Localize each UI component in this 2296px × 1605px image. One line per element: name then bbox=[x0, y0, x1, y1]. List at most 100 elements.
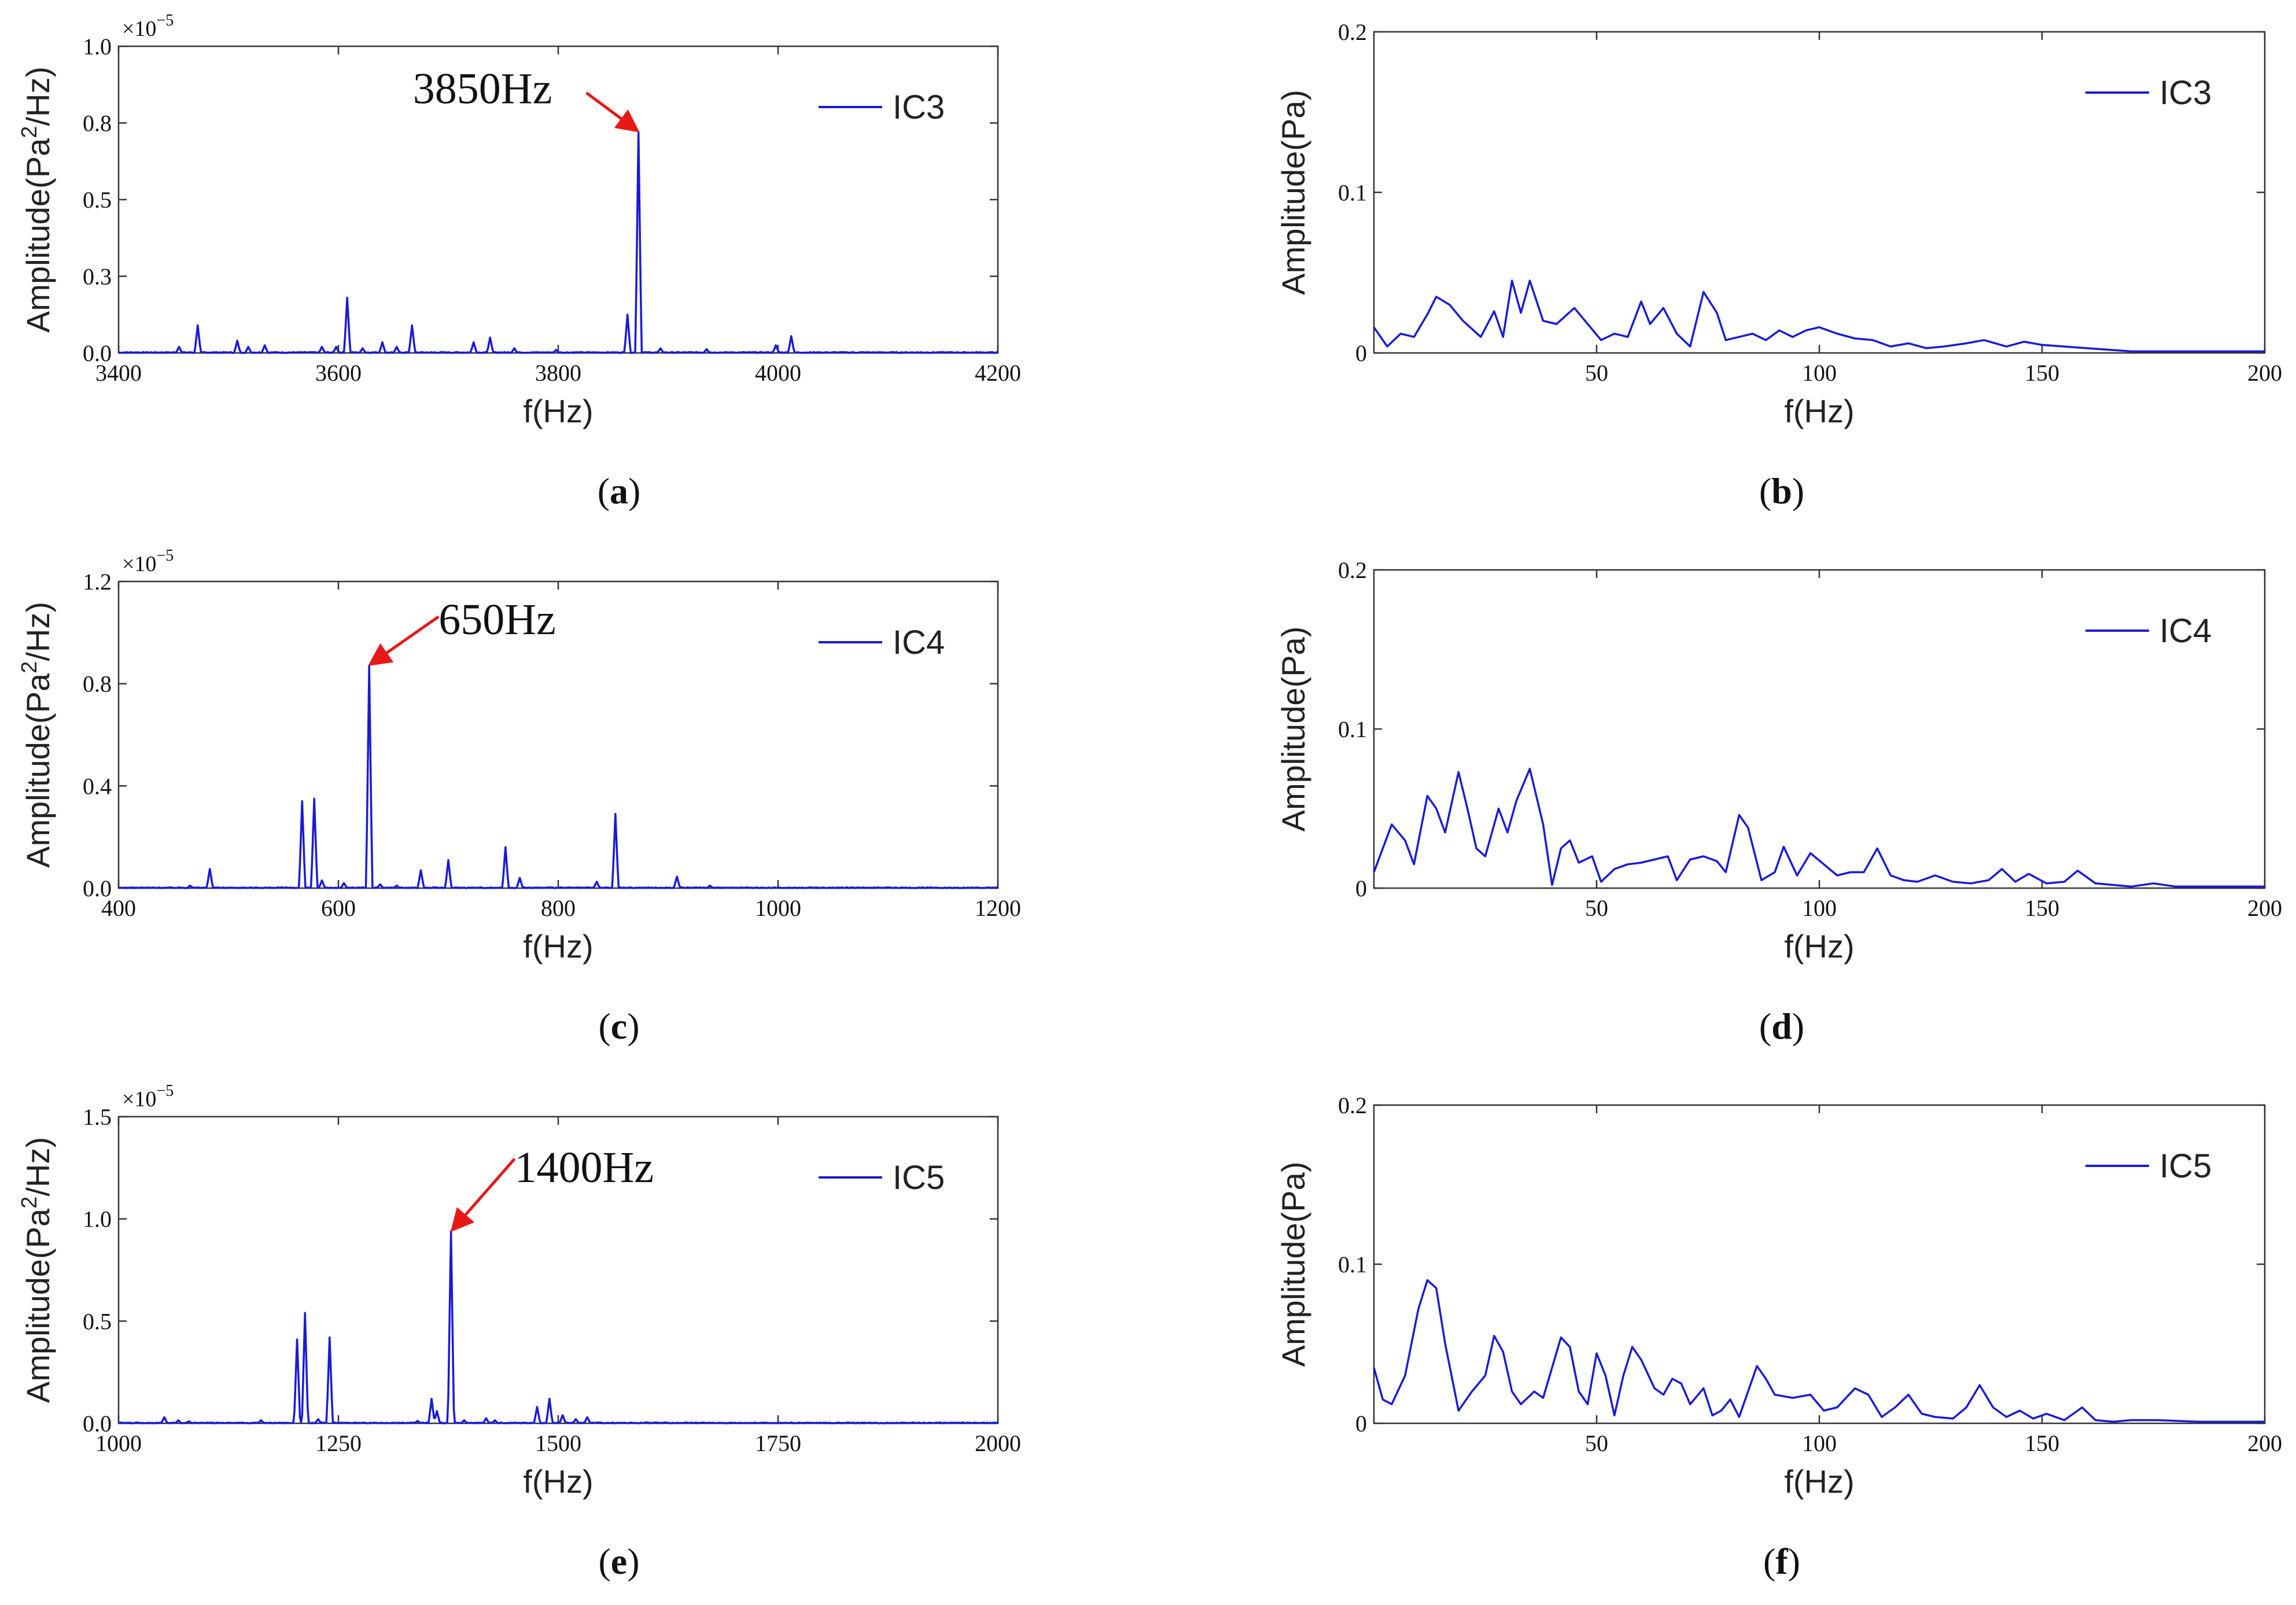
x-tick-label: 1250 bbox=[315, 1430, 362, 1456]
y-axis-label-part: Amplitude(Pa bbox=[20, 138, 56, 333]
x-tick-label: 2000 bbox=[975, 1430, 1021, 1456]
y-axis-label-part: /Hz) bbox=[20, 602, 56, 661]
peak-annotation-arrow bbox=[368, 615, 440, 667]
y-tick-label: 0.2 bbox=[1338, 557, 1367, 583]
y-axis-label-part: Amplitude(Pa) bbox=[1275, 90, 1311, 295]
x-tick-label: 3800 bbox=[535, 360, 581, 386]
panel-label-close: ) bbox=[1792, 470, 1804, 511]
panel-label-letter: b bbox=[1771, 470, 1792, 511]
panel-c: 400 600 800 1000 1200 0.0 0.4 0.8 1.2 ×10−5 f(Hz) A… bbox=[17, 547, 1021, 1047]
series-line-ic4 bbox=[118, 665, 998, 889]
y-tick-label: 0.0 bbox=[83, 340, 112, 366]
legend-label: IC3 bbox=[893, 89, 945, 126]
panel-label-letter: a bbox=[610, 470, 628, 511]
y-tick-label: 0.0 bbox=[83, 875, 112, 901]
x-tick-label: 100 bbox=[1802, 360, 1837, 386]
panel-label-open: ( bbox=[1759, 470, 1771, 511]
y-tick-label: 0.1 bbox=[1338, 180, 1367, 206]
y-tick-label: 0.5 bbox=[83, 187, 112, 213]
scale-note-base: ×10 bbox=[122, 552, 156, 576]
legend-label: IC4 bbox=[893, 624, 945, 661]
y-tick-label: 0.1 bbox=[1338, 716, 1367, 742]
panel-label-open: ( bbox=[1763, 1541, 1775, 1582]
plot-frame bbox=[1373, 569, 2266, 889]
x-axis-label: f(Hz) bbox=[1784, 1463, 1854, 1500]
y-axis-label-part: /Hz) bbox=[20, 67, 56, 126]
y-tick-label: 0.3 bbox=[83, 264, 112, 290]
panel-label: (c) bbox=[598, 1006, 639, 1047]
legend-label: IC3 bbox=[2159, 74, 2212, 112]
x-tick-label: 150 bbox=[2025, 1430, 2059, 1456]
axis-scale-note: ×10−5 bbox=[122, 12, 174, 41]
panel-label: (f) bbox=[1763, 1541, 1800, 1582]
x-tick-label: 800 bbox=[541, 895, 576, 921]
x-tick-label: 3600 bbox=[315, 360, 362, 386]
y-axis-label: Amplitude(Pa2/Hz) bbox=[17, 67, 56, 333]
series-line-ic3 bbox=[118, 131, 998, 354]
x-tick-label: 200 bbox=[2247, 895, 2282, 921]
panel-label-close: ) bbox=[628, 470, 640, 511]
y-tick-label: 0.8 bbox=[83, 671, 112, 697]
y-axis-label-part: 2 bbox=[17, 661, 42, 673]
x-axis-label: f(Hz) bbox=[523, 393, 593, 429]
panel-label-open: ( bbox=[1759, 1006, 1771, 1047]
axis-scale-note: ×10−5 bbox=[122, 547, 174, 576]
y-axis-label: Amplitude(Pa2/Hz) bbox=[17, 1137, 56, 1403]
axis-scale-note: ×10−5 bbox=[122, 1082, 174, 1111]
panel-label: (b) bbox=[1759, 470, 1804, 511]
x-axis-label: f(Hz) bbox=[523, 928, 593, 965]
plot-frame bbox=[117, 580, 999, 889]
panel-label: (a) bbox=[598, 470, 641, 511]
y-axis-label: Amplitude(Pa) bbox=[1275, 1162, 1311, 1367]
x-tick-label: 4000 bbox=[755, 360, 801, 386]
peak-annotation-label: 1400Hz bbox=[515, 1143, 654, 1192]
panel-label-close: ) bbox=[1792, 1006, 1804, 1047]
series-line-ic5 bbox=[1373, 1279, 2265, 1423]
peak-annotation-arrow bbox=[585, 91, 640, 132]
x-tick-label: 150 bbox=[2025, 360, 2059, 386]
x-axis-label: f(Hz) bbox=[1784, 393, 1854, 429]
panel-label-letter: d bbox=[1771, 1006, 1792, 1047]
y-tick-label: 0.4 bbox=[83, 773, 112, 799]
y-tick-label: 1.2 bbox=[83, 569, 112, 595]
y-axis-label-part: /Hz) bbox=[20, 1137, 56, 1197]
x-tick-label: 4200 bbox=[975, 360, 1021, 386]
y-tick-label: 0 bbox=[1355, 875, 1367, 901]
y-axis-label-part: Amplitude(Pa bbox=[20, 1208, 56, 1403]
y-tick-label: 1.0 bbox=[83, 34, 112, 60]
y-axis-label-part: Amplitude(Pa) bbox=[1275, 627, 1311, 832]
y-axis-label: Amplitude(Pa2/Hz) bbox=[17, 602, 56, 868]
y-tick-label: 0.8 bbox=[83, 111, 112, 137]
scale-note-exponent: −5 bbox=[156, 12, 174, 30]
scale-note-exponent: −5 bbox=[156, 1082, 174, 1100]
legend-label: IC4 bbox=[2159, 612, 2212, 650]
panel-b: 50 100 150 200 0 0.1 0.2 f(Hz) Amplitude(Pa) IC3 (… bbox=[1275, 19, 2282, 511]
series-line-ic4 bbox=[1373, 768, 2265, 888]
y-axis-label: Amplitude(Pa) bbox=[1275, 627, 1311, 832]
panel-label-close: ) bbox=[1788, 1541, 1800, 1582]
panel-label-open: ( bbox=[598, 1541, 610, 1582]
y-tick-label: 0.1 bbox=[1338, 1251, 1367, 1278]
panel-label-close: ) bbox=[627, 1541, 639, 1582]
x-axis-label: f(Hz) bbox=[1784, 928, 1854, 965]
series-line-ic3 bbox=[1373, 279, 2265, 352]
x-tick-label: 1000 bbox=[95, 1430, 142, 1456]
x-tick-label: 50 bbox=[1585, 1430, 1608, 1456]
plot-frame bbox=[117, 45, 999, 354]
panel-label: (d) bbox=[1759, 1006, 1804, 1047]
y-tick-label: 0.5 bbox=[83, 1308, 112, 1334]
y-tick-label: 0 bbox=[1355, 340, 1367, 366]
panel-label-open: ( bbox=[598, 1006, 610, 1047]
x-tick-label: 100 bbox=[1802, 895, 1837, 921]
panel-a: 3400 3600 3800 4000 4200 0.0 0.3 0.5 0.8 1.0 ×10−5… bbox=[17, 12, 1021, 511]
scale-note-exponent: −5 bbox=[156, 547, 174, 565]
y-tick-label: 0.2 bbox=[1338, 19, 1367, 45]
panel-label: (e) bbox=[598, 1541, 639, 1582]
panel-f: 50 100 150 200 0 0.1 0.2 f(Hz) Amplitude(Pa) IC5 (… bbox=[1275, 1092, 2282, 1582]
y-tick-label: 0.0 bbox=[83, 1411, 112, 1437]
panel-label-close: ) bbox=[627, 1006, 639, 1047]
x-tick-label: 50 bbox=[1585, 895, 1608, 921]
y-tick-label: 1.0 bbox=[83, 1206, 112, 1232]
legend-label: IC5 bbox=[893, 1159, 945, 1197]
